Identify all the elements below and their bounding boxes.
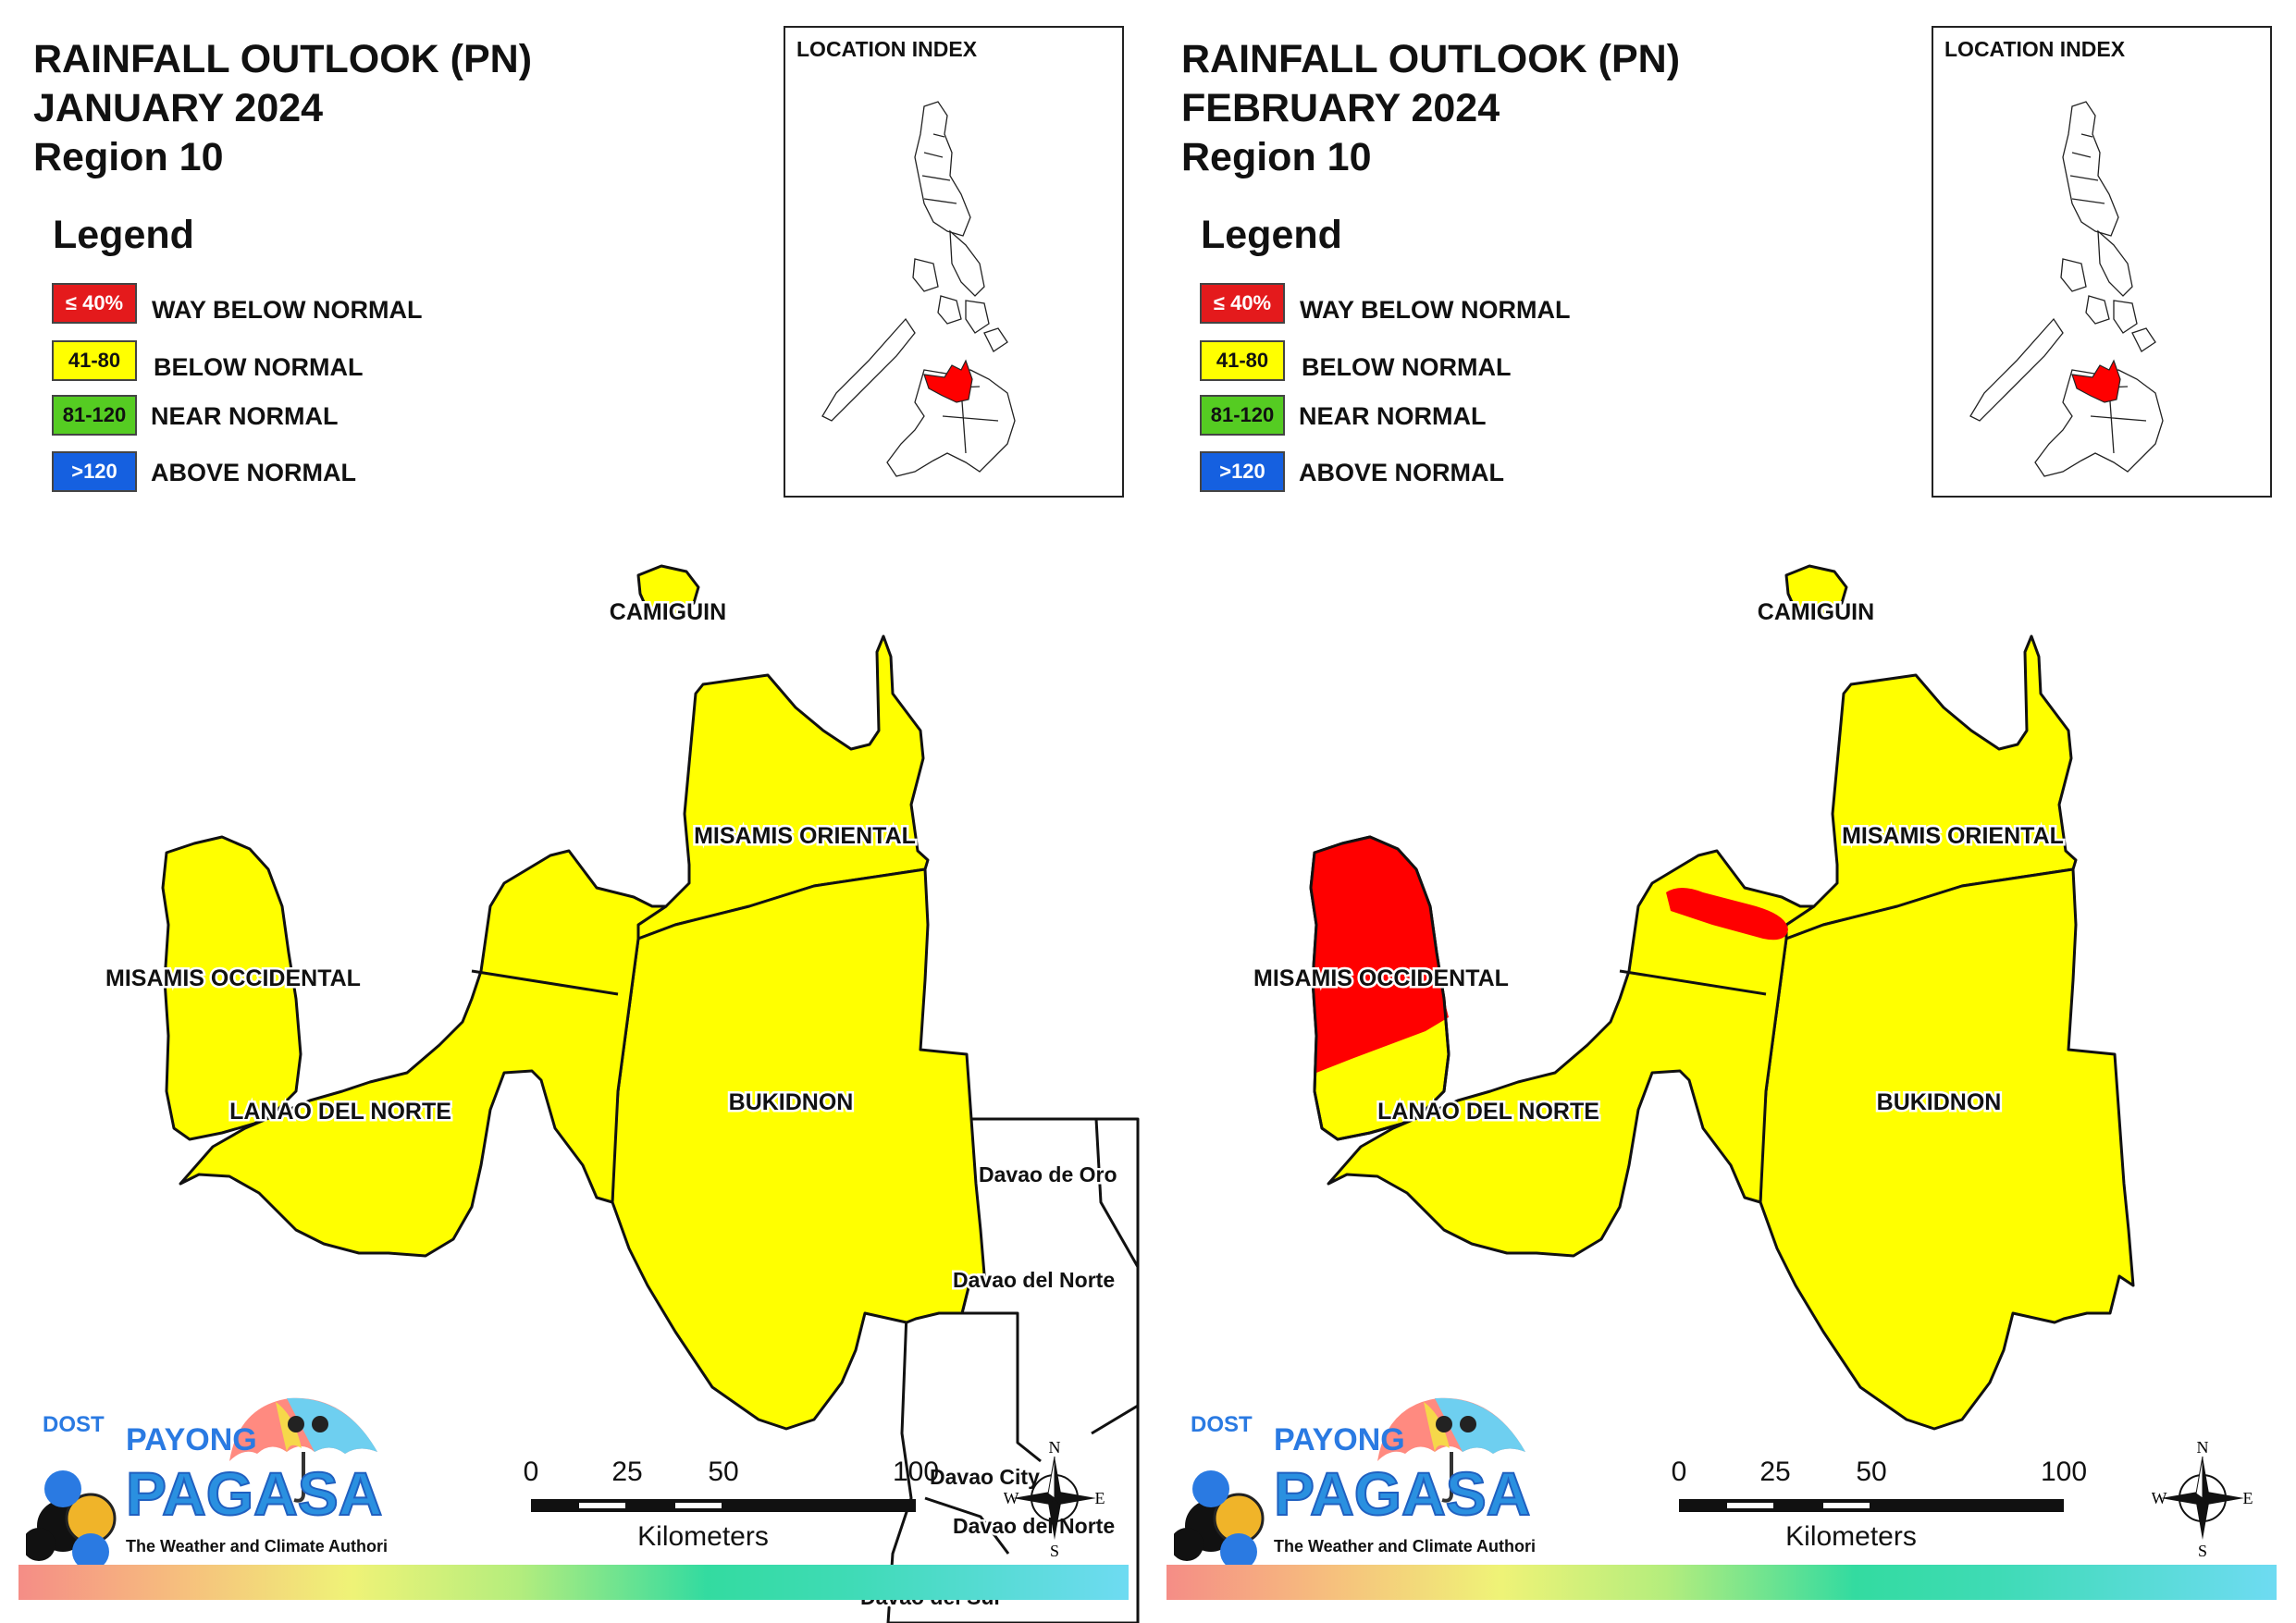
label-davao-city: Davao City — [930, 1465, 1040, 1489]
region-10-highlight — [923, 359, 973, 403]
legend-chip: ≤ 40% — [52, 283, 137, 324]
legend-chip: 41-80 — [1200, 340, 1285, 381]
logo-dost: DOST — [1191, 1412, 1253, 1437]
legend-label: WAY BELOW NORMAL — [152, 296, 423, 324]
label-misamis-oriental: MISAMIS ORIENTAL — [1842, 823, 2064, 849]
legend-label: BELOW NORMAL — [154, 353, 364, 381]
label-davao-del-norte: Davao del Norte — [953, 1268, 1115, 1292]
label-misamis-occidental: MISAMIS OCCIDENTAL — [1253, 965, 1509, 991]
label-camiguin: CAMIGUIN — [1758, 599, 1874, 625]
location-index-title: LOCATION INDEX — [1944, 37, 2126, 61]
scale-tick-label: 50 — [1856, 1457, 1887, 1487]
logo-pagasa: PAGASA — [1274, 1459, 1530, 1528]
compass-w: W — [2152, 1489, 2167, 1507]
legend-label: NEAR NORMAL — [151, 402, 339, 430]
label-davao-de-oro: Davao de Oro — [979, 1162, 1117, 1187]
scale-tick-label: 100 — [2040, 1457, 2088, 1487]
title-region: Region 10 — [1181, 135, 1372, 179]
compass-s: S — [2198, 1542, 2207, 1558]
footer-gradient-bar — [19, 1565, 1129, 1600]
payong-pagasa-logo: DOST PAYONG PAGASA The Weather and Clima… — [1174, 1397, 1535, 1570]
scale-unit: Kilometers — [637, 1521, 769, 1552]
title-month: JANUARY 2024 — [33, 86, 324, 130]
scale-bar-graphic — [1679, 1499, 2064, 1512]
legend-chip: 41-80 — [52, 340, 137, 381]
logo-tagline: The Weather and Climate Authority — [1274, 1537, 1535, 1555]
province-camiguin — [1784, 564, 1848, 621]
legend-chip: 81-120 — [1200, 395, 1285, 436]
legend-label: ABOVE NORMAL — [151, 459, 356, 486]
province-lanao-del-norte — [179, 849, 668, 1258]
label-lanao-del-norte: LANAO DEL NORTE — [1377, 1099, 1599, 1125]
legend-label: ABOVE NORMAL — [1299, 459, 1504, 486]
compass-n: N — [2197, 1438, 2209, 1457]
legend-chip: ≤ 40% — [1200, 283, 1285, 324]
title-line-1: RAINFALL OUTLOOK (PN) — [33, 37, 533, 81]
label-bukidnon: BUKIDNON — [729, 1089, 854, 1115]
logo-payong: PAYONG — [1274, 1422, 1405, 1457]
scale-tick-label: 0 — [1671, 1457, 1687, 1487]
legend-chip: 81-120 — [52, 395, 137, 436]
title-line-1: RAINFALL OUTLOOK (PN) — [1181, 37, 1681, 81]
scale-bar-graphic — [531, 1499, 916, 1512]
panel-february: RAINFALL OUTLOOK (PN) FEBRUARY 2024 Regi… — [1148, 0, 2296, 1623]
label-misamis-oriental: MISAMIS ORIENTAL — [694, 823, 916, 849]
way-below-area-misamis-occidental — [1311, 837, 1449, 1073]
panel-january: RAINFALL OUTLOOK (PN) JANUARY 2024 Regio… — [19, 26, 1140, 1623]
lanao-internal-boundary — [1619, 969, 1767, 996]
compass-s: S — [1050, 1542, 1059, 1558]
compass-e: E — [2243, 1489, 2253, 1507]
scale-tick-label: 25 — [1759, 1457, 1791, 1487]
scale-unit: Kilometers — [1785, 1521, 1917, 1552]
legend-label: WAY BELOW NORMAL — [1300, 296, 1571, 324]
legend-chip: >120 — [1200, 451, 1285, 492]
legend-chip: >120 — [52, 451, 137, 492]
scale-tick-label: 25 — [611, 1457, 643, 1487]
label-davao-del-norte-2: Davao del Norte — [953, 1514, 1115, 1538]
logo-payong: PAYONG — [126, 1422, 257, 1457]
lanao-internal-boundary — [471, 969, 619, 996]
province-misamis-occidental — [161, 835, 302, 1141]
logo-dost: DOST — [43, 1412, 105, 1437]
province-bukidnon — [611, 867, 987, 1431]
province-lanao-del-norte — [1327, 849, 1816, 1258]
payong-pagasa-logo: DOST PAYONG PAGASA The Weather and Clima… — [26, 1397, 387, 1570]
north-arrow-icon: N S W E — [2152, 1438, 2253, 1558]
label-misamis-occidental: MISAMIS OCCIDENTAL — [105, 965, 361, 991]
philippines-index-map — [821, 101, 1016, 477]
north-arrow-icon: N S W E — [1004, 1438, 1105, 1558]
label-lanao-del-norte: LANAO DEL NORTE — [229, 1099, 451, 1125]
location-index-inset: LOCATION INDEX — [1932, 26, 2272, 498]
scale-bar: 0 25 50 100 Kilometers — [1666, 1457, 2087, 1558]
scale-tick-label: 100 — [892, 1457, 940, 1487]
compass-n: N — [1049, 1438, 1061, 1457]
title-region: Region 10 — [33, 135, 224, 179]
region-10-highlight — [2071, 359, 2121, 403]
legend-title: Legend — [1201, 213, 1342, 257]
label-camiguin: CAMIGUIN — [610, 599, 726, 625]
legend-label: BELOW NORMAL — [1302, 353, 1512, 381]
region-10-map: CAMIGUIN MISAMIS ORIENTAL MISAMIS OCCIDE… — [1252, 564, 2135, 1431]
way-below-area-lanao — [1666, 888, 1788, 941]
title-month: FEBRUARY 2024 — [1181, 86, 1500, 130]
scale-bar: 0 25 50 100 Kilometers — [518, 1457, 939, 1558]
location-index-title: LOCATION INDEX — [796, 37, 978, 61]
scale-tick-label: 50 — [708, 1457, 739, 1487]
location-index-inset: LOCATION INDEX — [784, 26, 1124, 498]
legend-title: Legend — [53, 213, 194, 257]
compass-e: E — [1095, 1489, 1105, 1507]
legend-label: NEAR NORMAL — [1299, 402, 1487, 430]
province-camiguin — [636, 564, 700, 621]
footer-gradient-bar — [1167, 1565, 2277, 1600]
scale-tick-label: 0 — [523, 1457, 539, 1487]
philippines-index-map — [1969, 101, 2164, 477]
label-bukidnon: BUKIDNON — [1877, 1089, 2002, 1115]
logo-pagasa: PAGASA — [126, 1459, 382, 1528]
map-title: RAINFALL OUTLOOK (PN) FEBRUARY 2024 Regi… — [1181, 35, 1680, 182]
map-title: RAINFALL OUTLOOK (PN) JANUARY 2024 Regio… — [33, 35, 532, 182]
compass-w: W — [1004, 1489, 1019, 1507]
province-bukidnon — [1759, 867, 2135, 1431]
logo-tagline: The Weather and Climate Authority — [126, 1537, 387, 1555]
misamis-occidental-outline — [1309, 835, 1450, 1141]
